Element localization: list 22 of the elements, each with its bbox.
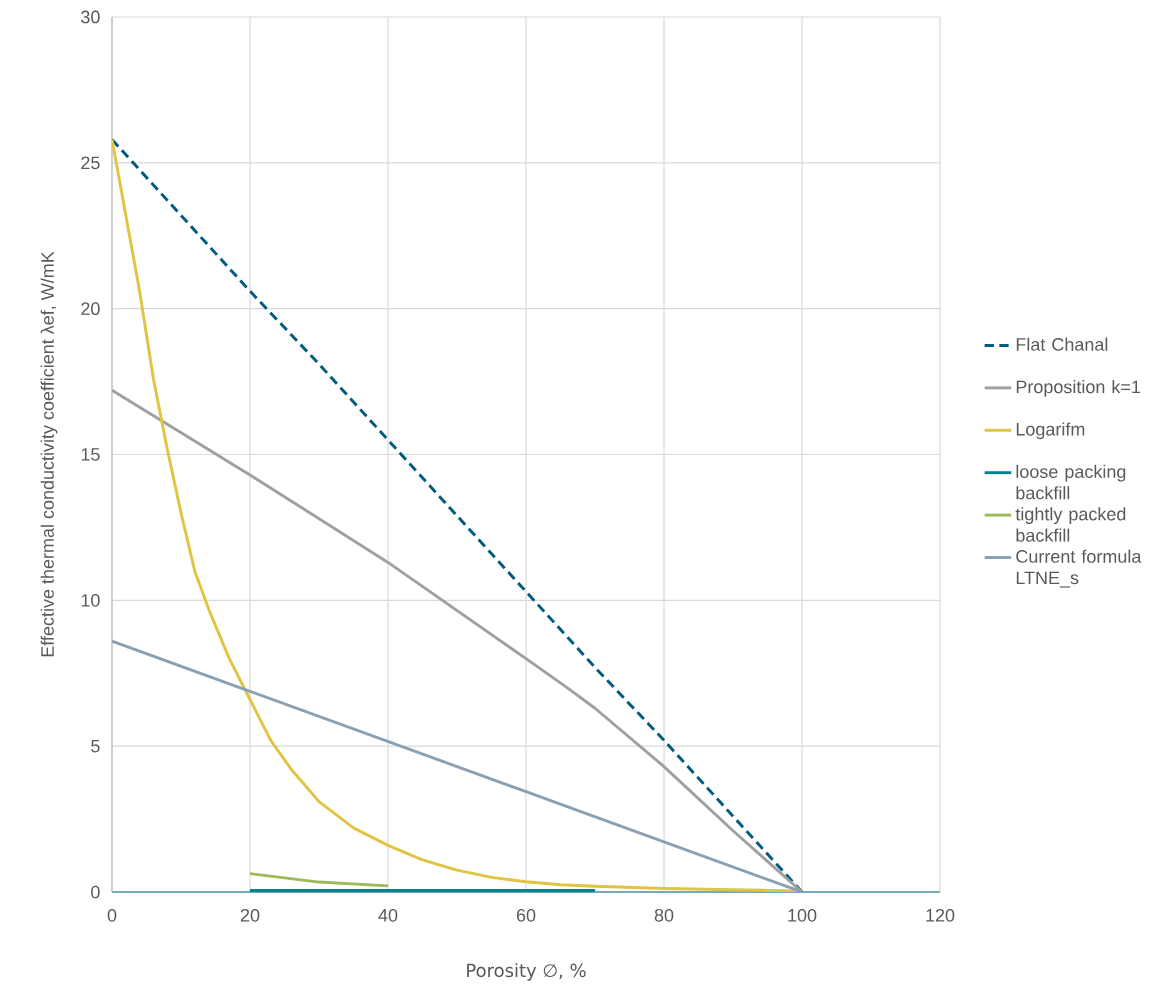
x-tick-label: 0: [107, 908, 117, 922]
y-axis-title: Effective thermal conductivity coefficient λef, W/mK: [40, 251, 58, 657]
line-series: [112, 388, 804, 892]
y-tick-label: 20: [81, 302, 100, 316]
x-tick-label: 20: [240, 908, 260, 922]
y-tick-label: 15: [81, 448, 100, 461]
y-tick-label: 5: [91, 739, 100, 753]
x-tick-label: 40: [378, 908, 398, 922]
legend-label: tightly packed backfill: [1015, 507, 1126, 542]
legend-label: Logarifm: [1016, 422, 1085, 440]
y-tick-label: 30: [81, 10, 100, 24]
x-tick-label: 60: [516, 908, 536, 922]
x-tick-label: 80: [654, 908, 674, 922]
y-tick-label: 25: [81, 156, 100, 170]
x-axis-title: Porosity ∅, %: [467, 963, 586, 981]
x-tick-label: 120: [926, 908, 955, 922]
y-tick-label: 10: [81, 593, 100, 607]
y-tick-label: 0: [91, 885, 100, 899]
legend-label: Proposition k=1: [1016, 380, 1141, 397]
x-tick-label: 100: [788, 908, 817, 922]
legend-label: Current formula LTNE_s: [1016, 549, 1142, 588]
legend-label: Flat Chanal: [1016, 337, 1108, 351]
